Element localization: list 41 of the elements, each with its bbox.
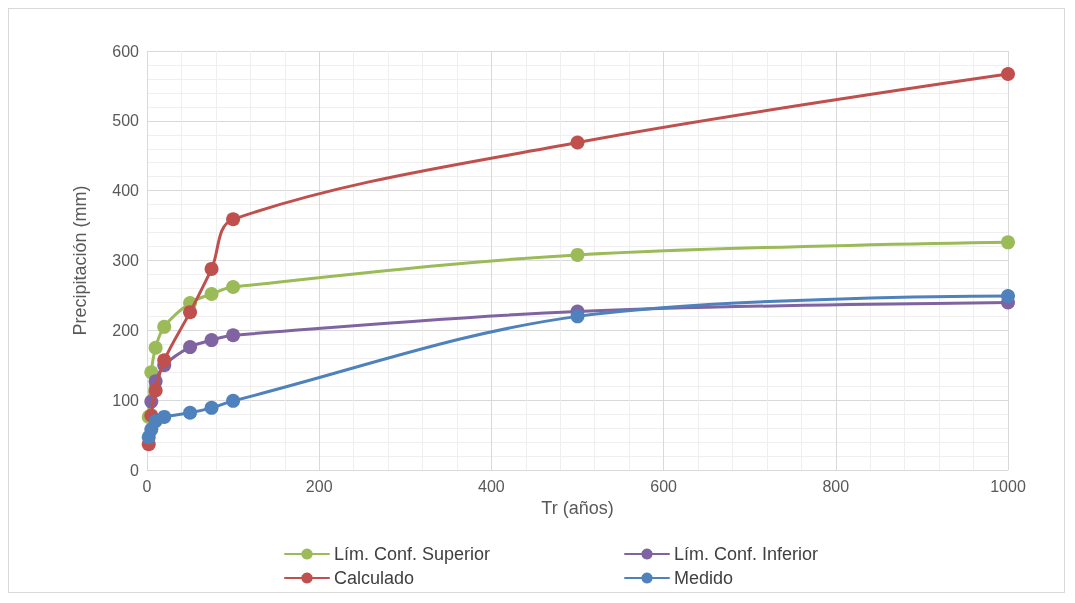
point [226, 393, 241, 408]
point [226, 280, 241, 295]
point [1001, 235, 1015, 250]
y-tick-label: 500 [112, 112, 140, 130]
y-tick-label: 600 [112, 42, 140, 60]
legend-label: Medido [674, 568, 734, 588]
point [148, 383, 163, 398]
point [204, 261, 219, 276]
x-tick-label: 200 [305, 477, 333, 495]
point [1001, 67, 1015, 82]
point [157, 409, 172, 424]
point [204, 287, 219, 302]
point [148, 340, 163, 355]
y-axis-title: Precipitación (mm) [70, 185, 90, 336]
y-tick-label: 0 [130, 461, 140, 479]
legend-label: Calculado [334, 568, 415, 588]
x-tick-label: 1000 [990, 477, 1026, 495]
legend-label: Lím. Conf. Superior [334, 544, 491, 564]
point [204, 400, 219, 415]
point [157, 319, 172, 334]
point [570, 135, 585, 150]
legend-label: Lím. Conf. Inferior [674, 544, 819, 564]
point [183, 305, 198, 320]
point [183, 340, 198, 355]
x-tick-label: 0 [142, 477, 152, 495]
point [570, 309, 585, 324]
point [570, 247, 585, 262]
x-tick-label: 800 [822, 477, 850, 495]
x-axis-title: Tr (años) [541, 497, 614, 518]
y-tick-label: 300 [112, 252, 140, 269]
y-tick-label: 200 [112, 321, 140, 339]
point [157, 353, 172, 368]
x-tick-label: 600 [650, 477, 678, 495]
point [1001, 289, 1015, 304]
point [226, 328, 241, 343]
point [226, 212, 241, 227]
point [204, 333, 219, 348]
y-tick-label: 400 [112, 182, 140, 200]
y-tick-label: 100 [112, 391, 140, 409]
x-tick-label: 400 [478, 477, 505, 495]
point [183, 405, 198, 420]
